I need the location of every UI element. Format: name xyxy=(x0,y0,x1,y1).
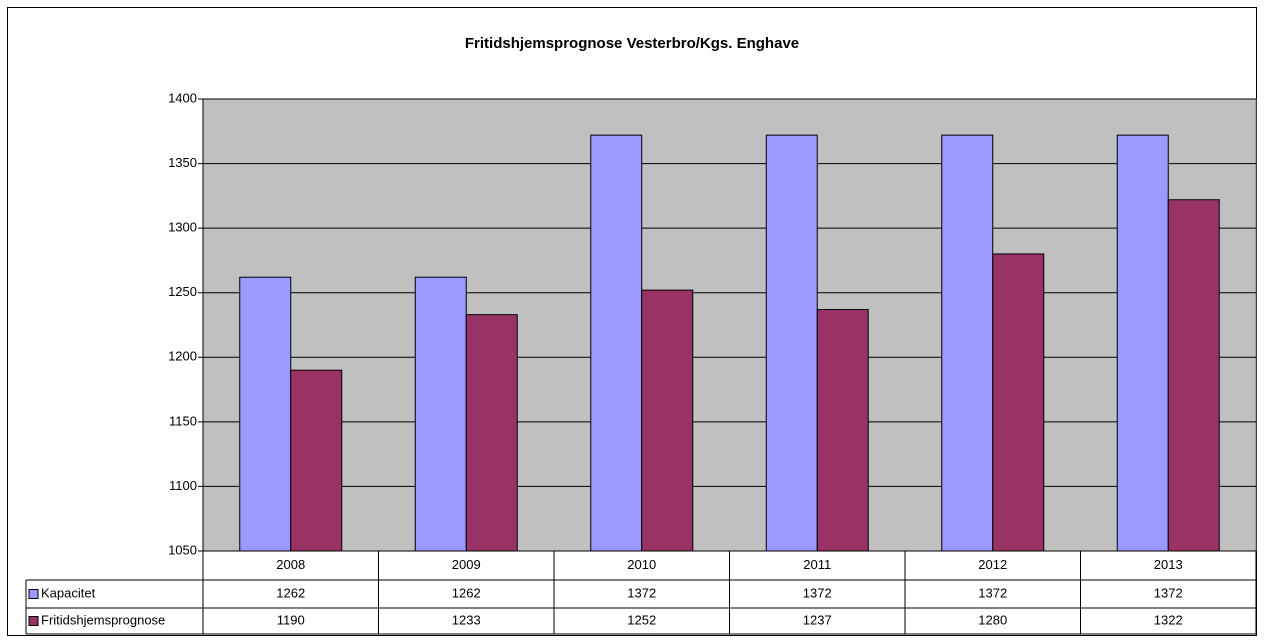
table-value: 1252 xyxy=(627,612,656,627)
y-tick-label: 1100 xyxy=(169,478,197,493)
bar xyxy=(1167,199,1220,552)
x-tick-label: 2008 xyxy=(276,557,305,572)
y-tick-label: 1250 xyxy=(168,284,197,299)
y-tick-label: 1150 xyxy=(169,413,197,428)
y-tick-label: 1300 xyxy=(168,220,197,235)
legend-label: Kapacitet xyxy=(41,585,96,600)
bar xyxy=(992,253,1045,552)
bar xyxy=(239,276,292,552)
table-value: 1372 xyxy=(627,585,656,600)
bar xyxy=(414,276,467,552)
x-tick-label: 2012 xyxy=(978,557,1007,572)
x-tick-label: 2011 xyxy=(803,557,831,572)
legend-key xyxy=(28,589,39,599)
bar xyxy=(641,289,694,552)
table-value: 1233 xyxy=(452,612,481,627)
bar xyxy=(1116,134,1169,552)
table-value: 1237 xyxy=(803,612,832,627)
chart-title: Fritidshjemsprognose Vesterbro/Kgs. Engh… xyxy=(465,35,799,52)
x-tick-label: 2013 xyxy=(1154,557,1183,572)
table-value: 1262 xyxy=(452,585,481,600)
bar xyxy=(465,314,518,552)
plot-area xyxy=(202,98,1257,552)
table-value: 1372 xyxy=(803,585,832,600)
legend-key xyxy=(28,616,39,626)
x-tick-label: 2009 xyxy=(452,557,481,572)
y-tick-label: 1200 xyxy=(168,349,197,364)
x-tick-label: 2010 xyxy=(627,557,656,572)
y-tick-label: 1050 xyxy=(168,542,197,557)
table-value: 1262 xyxy=(276,585,305,600)
y-tick-label: 1350 xyxy=(168,155,197,170)
table-value: 1190 xyxy=(277,612,305,627)
table-value: 1280 xyxy=(978,612,1007,627)
table-value: 1322 xyxy=(1154,612,1183,627)
bar xyxy=(290,369,343,552)
bar xyxy=(941,134,994,552)
table-value: 1372 xyxy=(1154,585,1183,600)
bar xyxy=(590,134,643,552)
y-tick-label: 1400 xyxy=(168,90,197,105)
bar xyxy=(765,134,818,552)
table-value: 1372 xyxy=(978,585,1007,600)
legend-label: Fritidshjemsprognose xyxy=(41,612,165,627)
bar xyxy=(816,309,869,552)
